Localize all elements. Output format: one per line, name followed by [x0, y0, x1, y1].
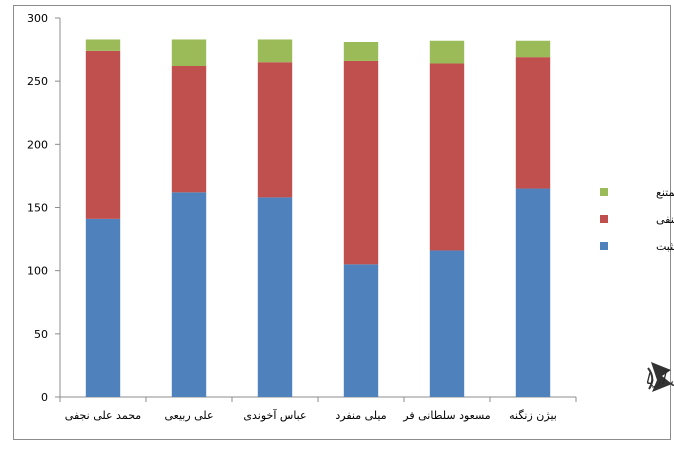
bar-segment — [429, 250, 465, 397]
bar-segment — [171, 192, 207, 397]
y-tick-label: 100 — [27, 265, 48, 278]
watermark-logo: خبرگزاری آریا — [645, 362, 674, 392]
bar-segment — [429, 40, 465, 64]
x-category-label: محمد علی نجفی — [65, 409, 141, 422]
y-tick-label: 250 — [27, 75, 48, 88]
legend-swatch — [600, 242, 608, 250]
x-category-label: علی ربیعی — [164, 409, 213, 422]
legend-swatch — [600, 215, 608, 223]
bar-segment — [171, 39, 207, 67]
legend-label: رای ممتنع — [656, 186, 674, 199]
bar-segment — [343, 60, 379, 265]
bar-segment — [85, 39, 121, 51]
bar-segment — [429, 63, 465, 251]
y-tick-label: 50 — [34, 328, 48, 341]
legend: رای ممتنع رای منفی رای مثبت — [600, 186, 674, 253]
x-category-label: بیژن زنگنه — [509, 409, 557, 422]
legend-swatch — [600, 188, 608, 196]
logo-emblem-icon — [651, 362, 672, 392]
y-tick-label: 150 — [27, 202, 48, 215]
chart-frame — [13, 5, 671, 440]
watermark-text: خبرگزاری آریا — [645, 369, 674, 388]
x-category-label: عباس آخوندی — [243, 408, 306, 422]
legend-label: رای مثبت — [656, 240, 674, 253]
y-axis: 0 50 100 150 200 250 300 — [27, 12, 61, 404]
y-tick-label: 200 — [27, 138, 48, 151]
x-category-label: مسعود سلطانی فر — [402, 409, 490, 422]
y-tick-label: 0 — [41, 391, 48, 404]
bar-segment — [257, 62, 293, 198]
bar-segment — [257, 197, 293, 397]
bar-segment — [343, 264, 379, 397]
legend-label: رای منفی — [656, 213, 674, 226]
x-category-label: میلی منفرد — [335, 409, 386, 422]
bar-segment — [515, 40, 551, 58]
bar-segment — [171, 66, 207, 193]
x-axis: محمد علی نجفی علی ربیعی عباس آخوندی میلی من… — [59, 396, 577, 422]
bar-segment — [515, 57, 551, 189]
y-tick-label: 300 — [27, 12, 48, 25]
logo-emblem-stroke-icon — [647, 367, 654, 390]
bar-segment — [85, 50, 121, 219]
bar-segment — [85, 218, 121, 397]
bar-segment — [515, 188, 551, 397]
bar-segment — [257, 39, 293, 63]
bars — [85, 39, 551, 397]
bar-segment — [343, 42, 379, 61]
